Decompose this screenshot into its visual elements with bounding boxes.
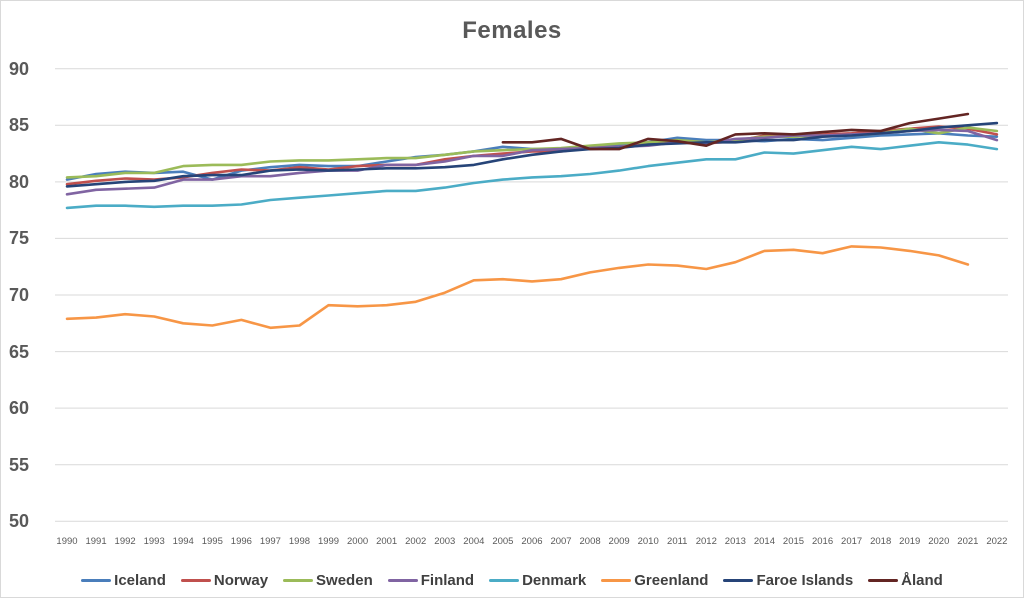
legend-swatch-greenland <box>601 579 632 582</box>
legend-label-greenland: Greenland <box>634 572 709 589</box>
y-axis-tick-label: 60 <box>9 398 30 419</box>
legend-item-norway: Norway <box>180 572 269 589</box>
x-axis-tick-label: 2004 <box>463 536 485 547</box>
x-axis-tick-label: 2022 <box>986 536 1008 547</box>
x-axis-tick-label: 2011 <box>667 536 688 547</box>
legend-swatch-sweden <box>283 579 314 582</box>
x-axis-tick-label: 2007 <box>550 536 572 547</box>
y-axis-tick-label: 55 <box>9 454 30 475</box>
x-axis-tick-label: 1990 <box>56 536 78 547</box>
x-axis-tick-label: 2000 <box>347 536 369 547</box>
x-axis-tick-label: 1992 <box>114 536 136 547</box>
legend-swatch-norway <box>180 579 211 582</box>
series-line-faroe-islands <box>65 121 999 188</box>
series-line-greenland <box>65 245 970 330</box>
x-axis-tick-label: 1997 <box>259 536 281 547</box>
series-line-aland <box>501 112 970 151</box>
legend-item-aland: Åland <box>868 572 943 589</box>
x-axis-tick-label: 2010 <box>637 536 659 547</box>
legend-item-denmark: Denmark <box>489 572 586 589</box>
legend-item-sweden: Sweden <box>283 572 373 589</box>
x-axis-tick-label: 1993 <box>143 536 165 547</box>
legend-swatch-finland <box>387 579 418 582</box>
x-axis-tick-label: 2020 <box>928 536 950 547</box>
legend-label-denmark: Denmark <box>522 572 587 589</box>
x-axis-tick-label: 1996 <box>230 536 252 547</box>
legend: Iceland Norway Sweden Finland Denmark Greenla… <box>1 572 1023 589</box>
legend-label-norway: Norway <box>213 572 269 589</box>
x-axis-tick-label: 2018 <box>870 536 892 547</box>
legend-label-aland: Åland <box>901 572 943 589</box>
legend-label-finland: Finland <box>420 572 475 589</box>
x-axis-tick-label: 2001 <box>376 536 398 547</box>
x-axis-tick-label: 1998 <box>288 536 311 547</box>
series-line-denmark <box>65 141 999 210</box>
y-axis-tick-label: 75 <box>9 228 30 249</box>
y-axis-tick-label: 85 <box>9 115 30 136</box>
legend-swatch-denmark <box>489 579 520 582</box>
x-axis-tick-label: 2003 <box>434 536 456 547</box>
legend-swatch-faroe-islands <box>723 579 754 582</box>
y-axis-tick-label: 80 <box>9 171 30 192</box>
x-axis-tick-label: 2017 <box>841 536 863 547</box>
legend-item-finland: Finland <box>387 572 475 589</box>
y-axis-tick-label: 50 <box>9 511 30 532</box>
x-axis-tick-label: 2009 <box>608 536 630 547</box>
x-axis-tick-label: 2002 <box>405 536 427 547</box>
y-axis-tick-label: 65 <box>9 341 30 362</box>
x-axis-tick-label: 2012 <box>695 536 717 547</box>
legend-item-iceland: Iceland <box>81 572 166 589</box>
x-axis-tick-label: 2021 <box>957 536 979 547</box>
x-axis-tick-label: 2008 <box>579 536 601 547</box>
legend-item-greenland: Greenland <box>601 572 708 589</box>
chart-title: Females <box>462 17 562 44</box>
x-axis-tick-label: 1999 <box>317 536 340 547</box>
y-axis-tick-label: 90 <box>9 58 30 79</box>
y-axis-tick-label: 70 <box>9 285 30 305</box>
x-axis-tick-label: 2014 <box>753 536 775 547</box>
x-axis-tick-label: 2006 <box>521 536 543 547</box>
legend-swatch-iceland <box>81 579 112 582</box>
x-axis-tick-label: 2013 <box>724 536 746 547</box>
x-axis-tick-label: 2015 <box>782 536 805 547</box>
legend-label-sweden: Sweden <box>316 572 373 589</box>
x-axis-tick-label: 2005 <box>492 536 514 547</box>
x-axis-tick-label: 2019 <box>899 536 921 547</box>
legend-label-iceland: Iceland <box>114 572 166 589</box>
series-line-finland <box>65 128 999 196</box>
x-axis-tick-label: 2016 <box>811 536 834 547</box>
legend-label-faroe-islands: Faroe Islands <box>756 572 854 589</box>
x-axis-tick-label: 1994 <box>172 536 194 547</box>
legend-item-faroe-islands: Faroe Islands <box>723 572 853 589</box>
x-axis-tick-label: 1991 <box>85 536 107 547</box>
x-axis-tick-label: 1995 <box>201 536 223 547</box>
legend-swatch-aland <box>868 579 899 582</box>
